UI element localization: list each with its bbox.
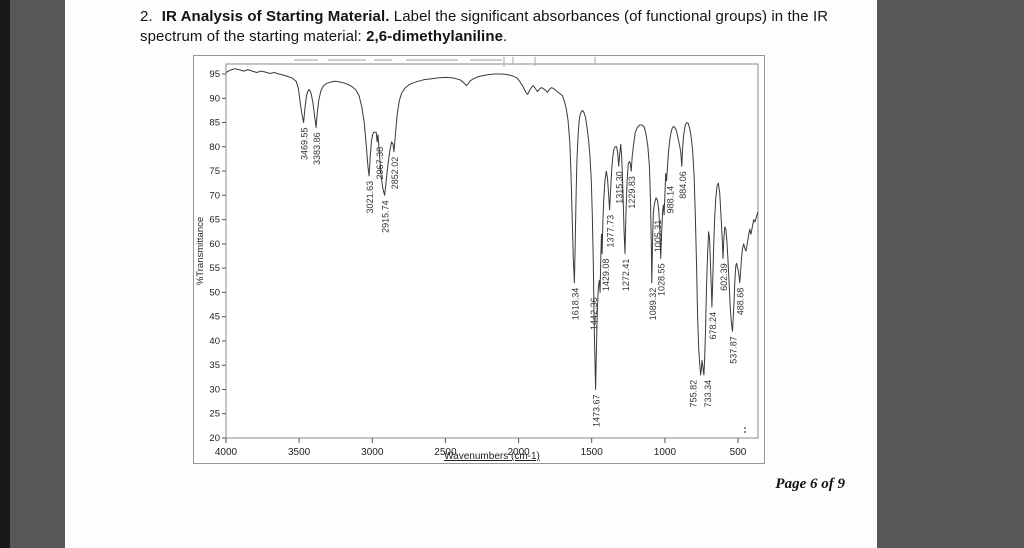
scan-edge-strip [0,0,10,548]
y-axis-title: %Transmittance [195,217,206,285]
peak-label: 1618.34 [570,288,580,321]
x-tick-label: 2500 [434,447,457,458]
spectrum-curve [225,68,759,390]
peak-label: 733.34 [703,380,713,408]
question-line2-end: . [503,28,508,45]
peak-label: 988.14 [666,186,676,214]
scan-artifact-dots [744,427,746,433]
ir-spectrum-chart: 95 90 85 80 75 70 65 60 55 50 45 40 35 30 25 20 4000 3500… [193,55,765,464]
peak-label: 1315.30 [615,171,625,204]
peak-label: 3383.86 [312,132,322,165]
peak-label: 2915.74 [381,200,391,233]
peak-label: 678.24 [708,312,718,340]
peak-label: 884.06 [678,171,688,199]
compound-name: 2,6-dimethylaniline [366,28,504,45]
peak-label: 1005.31 [653,220,663,253]
x-tick-label: 1000 [654,447,677,458]
question-title: IR Analysis of Starting Material. [161,8,390,25]
y-tick-label: 75 [209,166,220,177]
peak-label: 1442.36 [589,297,599,330]
peak-label: 1229.83 [627,176,637,209]
ir-spectrum-svg: 95 90 85 80 75 70 65 60 55 50 45 40 35 30 25 20 4000 3500… [195,57,759,462]
peak-label: 3469.55 [300,128,310,161]
y-tick-label: 30 [209,385,220,396]
y-tick-label: 40 [209,336,220,347]
y-tick-label: 65 [209,215,220,226]
x-tick-label: 1500 [581,447,604,458]
y-tick-label: 55 [209,263,220,274]
y-tick-label: 90 [209,93,220,104]
question-line2-text: spectrum of the starting material: [140,28,367,45]
x-tick-label: 4000 [215,447,238,458]
document-page: 2. IR Analysis of Starting Material. Labe… [65,0,877,548]
peak-label: 1429.08 [601,259,611,292]
x-tick-label: 500 [730,447,747,458]
y-tick-label: 45 [209,312,220,323]
y-tick-label: 80 [209,142,220,153]
peak-label: 537.87 [729,336,739,364]
y-tick-label: 70 [209,190,220,201]
peak-label: 2852.02 [390,157,400,190]
plot-frame [225,63,759,439]
x-tick-label: 2000 [507,447,530,458]
question-body: Label the significant absorbances (of fu… [389,8,829,25]
peak-label: 488.68 [736,288,746,316]
question-line-1: 2. IR Analysis of Starting Material. Labe… [140,7,888,27]
y-tick-label: 50 [209,287,220,298]
peak-label: 1089.32 [648,288,658,321]
y-tick-label: 20 [209,433,220,444]
peak-label: 1473.67 [592,395,602,428]
peak-label: 3021.63 [365,181,375,214]
peak-label: 2967.38 [375,147,385,180]
peak-label: 755.82 [689,380,699,408]
x-axis-title: Wavenumbers (cm-1) [444,451,540,461]
question-number: 2. [140,8,153,25]
peak-label: 1028.55 [657,263,667,296]
y-tick-label: 95 [209,69,220,80]
question-text: 2. IR Analysis of Starting Material. Labe… [140,7,888,47]
peak-label: 1272.41 [621,259,631,292]
y-tick-label: 85 [209,118,220,129]
y-tick-label: 35 [209,360,220,371]
y-tick-label: 25 [209,409,220,420]
question-line-2: spectrum of the starting material: 2,6-d… [140,27,888,47]
y-tick-label: 60 [209,239,220,250]
x-tick-label: 3500 [288,447,311,458]
peak-label: 1377.73 [606,215,616,248]
page-footer: Page 6 of 9 [775,476,845,492]
peak-label: 602.39 [719,263,729,291]
x-tick-label: 3000 [361,447,384,458]
scan-artifact-marks [294,57,596,67]
